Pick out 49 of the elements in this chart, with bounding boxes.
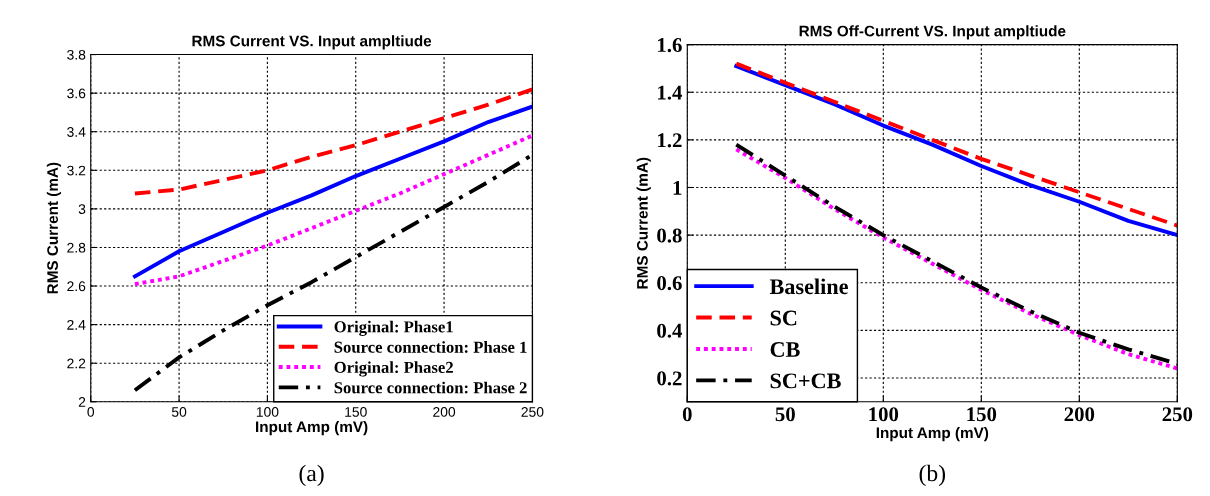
x-tick-label: 250 (521, 406, 544, 417)
y-tick-label: 0.6 (657, 276, 682, 291)
legend-label: SC (770, 310, 797, 326)
x-axis-title: Input Amp (mV) (256, 420, 368, 436)
y-tick-label: 3.2 (67, 165, 86, 176)
y-axis-title: RMS Current (mA) (46, 162, 62, 294)
line-series (132, 133, 533, 287)
legend-label: Source connection: Phase 2 (334, 381, 527, 394)
y-tick-label: 3.8 (67, 49, 86, 60)
y-tick-label: 0.2 (657, 371, 682, 386)
y-tick-label: 0.8 (657, 228, 682, 243)
y-axis-title: RMS Current (mA) (636, 157, 651, 289)
x-tick-label: 50 (775, 407, 795, 422)
y-tick-label: 3.4 (67, 127, 86, 137)
legend-label: CB (770, 342, 800, 357)
y-tick-label: 3 (78, 204, 86, 215)
y-tick-label: 2.2 (67, 358, 86, 369)
x-tick-label: 50 (171, 406, 187, 417)
y-tick-label: 2.6 (67, 281, 86, 292)
chart-title: RMS Current VS. Input ampltiude (192, 35, 432, 50)
x-tick-label: 100 (869, 407, 899, 422)
y-tick-label: 1.2 (658, 133, 682, 148)
x-tick-label: 200 (433, 406, 456, 417)
x-tick-label: 0 (87, 406, 95, 417)
x-tick-label: 0 (682, 407, 692, 422)
x-tick-label: 250 (1162, 407, 1193, 422)
legend-label: Original: Phase1 (334, 320, 453, 336)
text: (a) (299, 464, 324, 487)
legend-label: Original: Phase2 (334, 361, 453, 377)
legend-label: Source connection: Phase 1 (334, 341, 527, 353)
y-tick-label: 1.6 (658, 38, 682, 53)
x-tick-label: 150 (345, 406, 367, 417)
line-series (132, 87, 533, 196)
x-tick-label: 200 (1064, 407, 1095, 422)
y-tick-label: 3.6 (67, 88, 86, 99)
legend-label: SC+CB (770, 373, 841, 389)
y-tick-label: 2.4 (67, 319, 86, 330)
y-tick-label: 1 (673, 180, 682, 195)
text: (b) (919, 464, 946, 487)
legend-label: Baseline (769, 278, 848, 295)
x-tick-label: 150 (967, 407, 997, 422)
x-axis-title: Input Amp (mV) (876, 426, 989, 442)
y-tick-label: 1.4 (658, 85, 683, 100)
line-series (132, 104, 533, 279)
y-tick-label: 0.4 (657, 323, 683, 338)
y-tick-label: 2 (78, 397, 86, 407)
x-tick-label: 100 (256, 406, 279, 417)
chart-title: RMS Off-Current VS. Input ampltiude (799, 25, 1066, 40)
y-tick-label: 2.8 (67, 242, 86, 253)
